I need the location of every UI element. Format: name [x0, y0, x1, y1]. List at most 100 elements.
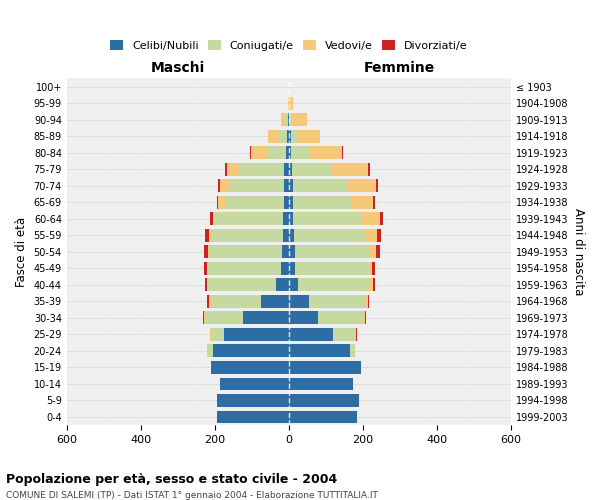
Bar	[224, 328, 289, 341]
Bar	[380, 212, 383, 225]
Bar	[331, 163, 368, 175]
Bar	[370, 278, 373, 291]
Bar	[298, 278, 370, 291]
Bar	[203, 312, 205, 324]
Bar	[289, 328, 333, 341]
Bar	[287, 130, 289, 142]
Bar	[289, 196, 293, 208]
Bar	[289, 146, 290, 159]
Bar	[281, 262, 289, 275]
Bar	[289, 113, 292, 126]
Bar	[289, 180, 293, 192]
Bar	[209, 328, 211, 341]
Bar	[376, 180, 378, 192]
Bar	[217, 410, 289, 424]
Bar	[286, 146, 289, 159]
Bar	[290, 130, 298, 142]
Bar	[292, 113, 307, 126]
Bar	[225, 163, 227, 175]
Bar	[289, 212, 293, 225]
Bar	[251, 146, 268, 159]
Bar	[355, 328, 356, 341]
Bar	[280, 130, 287, 142]
Text: Maschi: Maschi	[151, 61, 205, 75]
Bar	[250, 146, 251, 159]
Bar	[288, 96, 289, 110]
Text: Popolazione per età, sesso e stato civile - 2004: Popolazione per età, sesso e stato civil…	[6, 472, 337, 486]
Bar	[295, 246, 368, 258]
Text: Femmine: Femmine	[364, 61, 436, 75]
Bar	[365, 295, 368, 308]
Bar	[377, 229, 381, 241]
Bar	[284, 180, 289, 192]
Bar	[293, 180, 347, 192]
Bar	[350, 344, 355, 358]
Bar	[208, 278, 276, 291]
Bar	[218, 180, 220, 192]
Bar	[208, 344, 213, 358]
Bar	[366, 229, 377, 241]
Bar	[289, 295, 309, 308]
Bar	[268, 130, 280, 142]
Bar	[292, 163, 331, 175]
Bar	[220, 378, 289, 390]
Bar	[365, 312, 366, 324]
Bar	[283, 229, 289, 241]
Bar	[208, 262, 281, 275]
Bar	[289, 262, 295, 275]
Bar	[294, 229, 366, 241]
Bar	[333, 328, 355, 341]
Bar	[373, 278, 375, 291]
Bar	[217, 394, 289, 407]
Bar	[319, 312, 363, 324]
Bar	[289, 278, 298, 291]
Bar	[281, 113, 286, 126]
Bar	[289, 378, 353, 390]
Bar	[289, 344, 350, 358]
Bar	[368, 262, 373, 275]
Bar	[289, 229, 294, 241]
Bar	[276, 278, 289, 291]
Bar	[298, 130, 320, 142]
Bar	[283, 212, 289, 225]
Bar	[211, 361, 289, 374]
Bar	[347, 180, 376, 192]
Bar	[217, 196, 218, 208]
Legend: Celibi/Nubili, Coniugati/e, Vedovi/e, Divorziati/e: Celibi/Nubili, Coniugati/e, Vedovi/e, Di…	[106, 36, 472, 55]
Bar	[205, 229, 209, 241]
Bar	[205, 312, 206, 324]
Bar	[284, 163, 289, 175]
Bar	[362, 212, 380, 225]
Bar	[229, 180, 284, 192]
Bar	[205, 246, 208, 258]
Bar	[205, 278, 206, 291]
Bar	[295, 262, 368, 275]
Bar	[289, 394, 359, 407]
Bar	[356, 328, 357, 341]
Bar	[203, 262, 206, 275]
Bar	[211, 229, 283, 241]
Bar	[225, 196, 284, 208]
Bar	[309, 146, 343, 159]
Bar	[214, 212, 283, 225]
Bar	[218, 196, 225, 208]
Bar	[209, 295, 211, 308]
Bar	[309, 295, 365, 308]
Bar	[208, 246, 210, 258]
Bar	[289, 130, 290, 142]
Y-axis label: Anni di nascita: Anni di nascita	[572, 208, 585, 296]
Bar	[220, 180, 229, 192]
Bar	[227, 163, 240, 175]
Bar	[373, 196, 374, 208]
Bar	[208, 295, 209, 308]
Bar	[293, 196, 350, 208]
Text: COMUNE DI SALEMI (TP) - Dati ISTAT 1° gennaio 2004 - Elaborazione TUTTITALIA.IT: COMUNE DI SALEMI (TP) - Dati ISTAT 1° ge…	[6, 491, 378, 500]
Bar	[350, 196, 373, 208]
Bar	[373, 262, 376, 275]
Bar	[242, 312, 289, 324]
Bar	[363, 312, 365, 324]
Bar	[368, 246, 376, 258]
Bar	[289, 410, 357, 424]
Bar	[210, 246, 282, 258]
Bar	[206, 278, 208, 291]
